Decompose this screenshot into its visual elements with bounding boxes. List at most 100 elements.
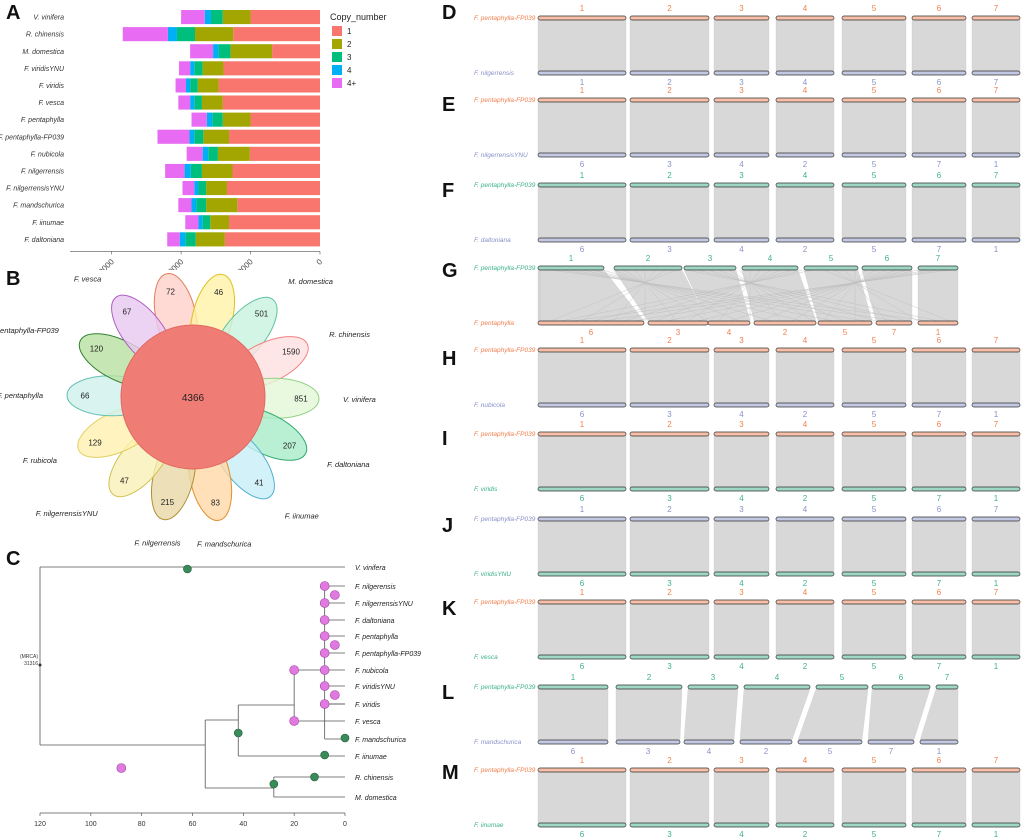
- synteny-ribbon: [841, 603, 907, 656]
- chromosome-bar-bottom: [911, 822, 967, 828]
- chromosome-number-top: 4: [803, 171, 808, 180]
- bar-segment: [229, 129, 320, 144]
- chromosome-bar-bottom: [775, 237, 835, 243]
- chromosome-bar-top: [713, 15, 770, 21]
- tree-axis-label: 20: [290, 821, 298, 828]
- bar-segment: [204, 10, 211, 25]
- chromosome-number-top: 3: [708, 254, 713, 263]
- chromosome-bar-bottom: [971, 152, 1021, 158]
- chromosome-number-top: 4: [803, 505, 808, 514]
- chromosome-number-top: 6: [937, 86, 942, 95]
- chromosome-number-bottom: 2: [803, 160, 808, 169]
- bar-segment: [202, 215, 211, 230]
- bar-segment: [190, 61, 195, 76]
- bar-segment: [122, 27, 168, 42]
- genome-label-bottom: F. mandschurica: [474, 739, 522, 746]
- chromosome-number-top: 1: [580, 4, 585, 13]
- chromosome-bar-bottom: [629, 571, 710, 577]
- synteny-ribbon: [911, 186, 967, 239]
- chromosome-number-top: 7: [994, 4, 999, 13]
- synteny-line: [560, 269, 814, 322]
- synteny-line: [613, 269, 656, 322]
- chromosome-number-bottom: 1: [994, 662, 999, 671]
- chromosome-number-bottom: 4: [739, 410, 744, 419]
- bar-segment: [212, 112, 223, 127]
- chromosome-number-bottom: 6: [580, 830, 585, 839]
- synteny-ribbon: [713, 351, 770, 404]
- genome-label-top: F. pentaphylla-FP039: [474, 767, 536, 774]
- category-label: F. nubicola: [31, 151, 64, 158]
- panel-label-i: I: [442, 428, 448, 450]
- synteny-line: [623, 269, 793, 322]
- chromosome-number-bottom: 1: [936, 328, 941, 337]
- expansion-node: [319, 598, 330, 608]
- chromosome-bar-top: [537, 347, 627, 353]
- synteny-ribbon: [911, 19, 967, 72]
- chromosome-bar-top: [841, 599, 907, 605]
- chromosome-bar-bottom: [537, 654, 627, 660]
- chromosome-bar-top: [629, 347, 710, 353]
- genome-label-top: F. pentaphylla-FP039: [474, 347, 536, 354]
- chromosome-number-top: 6: [937, 588, 942, 597]
- panel-label-d: D: [442, 2, 457, 24]
- contraction-node: [320, 750, 329, 760]
- chromosome-bar-top: [911, 767, 967, 773]
- legend-swatch: [332, 65, 342, 75]
- category-label: F. daltoniana: [24, 237, 64, 244]
- bar-segment: [179, 61, 191, 76]
- chromosome-bar-top: [683, 265, 737, 271]
- synteny-ribbon: [841, 351, 907, 404]
- synteny-line: [791, 269, 877, 322]
- category-label: F. viridisYNU: [24, 66, 65, 73]
- leaf-label: M. domestica: [355, 795, 397, 802]
- petal-count: 83: [211, 499, 220, 508]
- synteny-ribbon: [775, 771, 835, 824]
- synteny-line: [728, 269, 898, 322]
- chromosome-bar-bottom: [537, 571, 627, 577]
- chromosome-bar-top: [629, 516, 710, 522]
- bar-segment: [208, 146, 218, 161]
- chromosome-number-top: 2: [646, 254, 651, 263]
- chromosome-bar-bottom: [629, 237, 710, 243]
- legend-swatch: [332, 78, 342, 88]
- expansion-node: [319, 699, 330, 709]
- chromosome-number-bottom: 7: [994, 78, 999, 87]
- chromosome-bar-top: [713, 431, 770, 437]
- petal-species-label: F. vesca: [74, 274, 101, 283]
- chromosome-bar-bottom: [707, 320, 751, 326]
- synteny-ribbon: [713, 101, 770, 154]
- bar-segment: [157, 129, 190, 144]
- category-label: F. viridis: [39, 83, 65, 90]
- category-label: M. domestica: [22, 49, 64, 56]
- chromosome-bar-top: [713, 516, 770, 522]
- synteny-line: [634, 269, 929, 322]
- chromosome-bar-top: [537, 15, 627, 21]
- tree-axis-label: 120: [34, 821, 46, 828]
- chromosome-bar-top: [629, 767, 710, 773]
- chromosome-bar-bottom: [775, 571, 835, 577]
- chromosome-number-top: 6: [937, 420, 942, 429]
- chromosome-bar-bottom: [713, 402, 770, 408]
- chromosome-number-top: 6: [937, 4, 942, 13]
- chromosome-bar-bottom: [911, 70, 967, 76]
- chromosome-bar-top: [775, 767, 835, 773]
- synteny-ribbon: [683, 688, 739, 741]
- bar-segment: [237, 198, 320, 213]
- chromosome-number-bottom: 1: [994, 410, 999, 419]
- chromosome-bar-top: [911, 431, 967, 437]
- chromosome-number-bottom: 7: [937, 494, 942, 503]
- bar-segment: [202, 61, 224, 76]
- chromosome-number-top: 1: [580, 86, 585, 95]
- chromosome-bar-top: [775, 431, 835, 437]
- panel-label-c: C: [6, 548, 21, 570]
- chromosome-bar-top: [629, 431, 710, 437]
- genome-label-bottom: F. nubicola: [474, 402, 505, 409]
- chromosome-bar-bottom: [911, 237, 967, 243]
- chromosome-number-bottom: 7: [937, 579, 942, 588]
- synteny-line: [623, 269, 709, 322]
- chromosome-number-bottom: 4: [739, 245, 744, 254]
- petal-count: 215: [161, 498, 175, 507]
- synteny-line: [571, 269, 950, 322]
- chromosome-bar-bottom: [537, 739, 609, 745]
- chromosome-number-top: 6: [937, 171, 942, 180]
